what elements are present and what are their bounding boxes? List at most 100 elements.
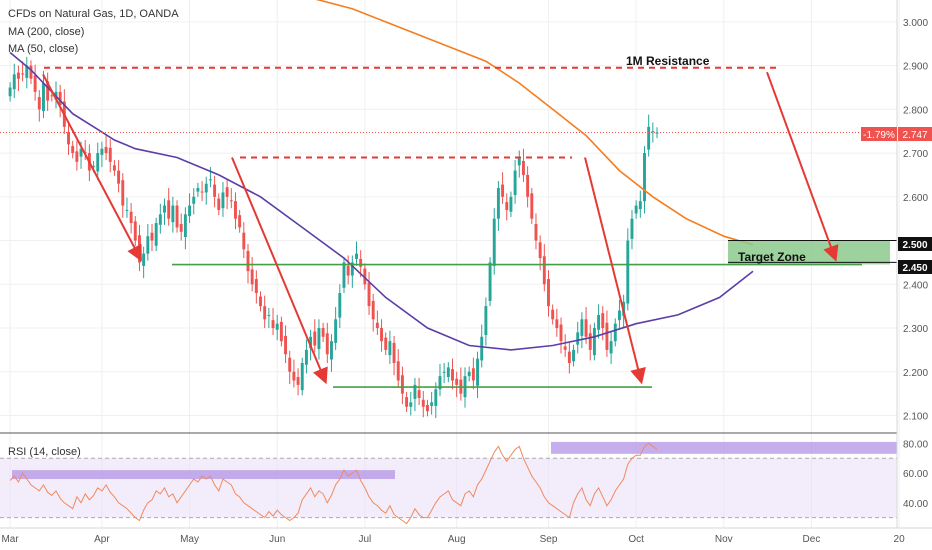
- candle-body: [46, 81, 50, 101]
- candle-body: [446, 367, 450, 378]
- candle-body: [480, 336, 484, 361]
- candle-body: [121, 180, 125, 206]
- candle-body: [267, 314, 271, 316]
- candle-body: [601, 313, 605, 329]
- candle-body: [167, 200, 171, 219]
- candle-body: [617, 310, 621, 321]
- candle-body: [576, 332, 580, 345]
- candle-body: [488, 262, 492, 301]
- candle-body: [330, 341, 333, 360]
- price-tick-label: 2.800: [903, 105, 928, 116]
- candle-body: [626, 240, 630, 304]
- candle-body: [300, 363, 304, 391]
- candle-body: [309, 336, 313, 349]
- candle-body: [434, 389, 438, 406]
- resistance-label: 1M Resistance: [626, 54, 710, 68]
- rsi-zone-left: [12, 470, 395, 480]
- time-tick-label: Mar: [1, 534, 19, 545]
- candle-body: [33, 75, 37, 92]
- candle-body: [133, 221, 137, 241]
- candle-body: [388, 341, 392, 356]
- candle-body: [317, 328, 321, 350]
- time-tick-label: Jun: [269, 534, 285, 545]
- candle-body: [313, 331, 317, 346]
- candle-body: [559, 324, 563, 342]
- candle-body: [384, 337, 388, 350]
- target-zone-label: Target Zone: [738, 250, 806, 264]
- price-axis[interactable]: 3.000 2.900 2.800 2.700 2.600 2.500 2.400 2.300…: [903, 18, 928, 423]
- candle-body: [651, 131, 655, 133]
- candle-body: [204, 183, 208, 193]
- candle-body: [547, 279, 550, 307]
- candle-body: [588, 333, 592, 350]
- time-tick-label: Dec: [803, 534, 821, 545]
- moving-averages: [9, 0, 754, 351]
- time-axis[interactable]: Mar Apr May Jun Jul Aug Sep Oct Nov Dec 20: [1, 534, 905, 545]
- candle-body: [25, 65, 29, 78]
- candle-body: [16, 72, 20, 79]
- candle-body: [643, 153, 646, 202]
- candle-body: [584, 319, 588, 337]
- candle-body: [638, 201, 642, 210]
- rsi-axis[interactable]: 80.00 60.00 40.00: [903, 439, 928, 509]
- candle-body: [442, 371, 446, 373]
- candle-body: [346, 265, 350, 276]
- candle-body: [275, 323, 279, 330]
- candle-body: [37, 97, 41, 110]
- candle-body: [150, 232, 154, 241]
- candle-body: [476, 358, 480, 386]
- level-tag-high: 2.500: [898, 237, 932, 251]
- price-tick-label: 2.700: [903, 149, 928, 160]
- candle-body: [400, 375, 404, 394]
- candle-body: [409, 402, 413, 407]
- rsi-zone-right: [551, 441, 897, 454]
- candle-body: [605, 322, 609, 350]
- candle-body: [112, 165, 116, 171]
- candle-body: [188, 205, 192, 217]
- candle-body: [471, 368, 475, 381]
- candle-body: [292, 371, 296, 381]
- price-tick-label: 3.000: [903, 18, 928, 29]
- candle-body: [79, 148, 83, 157]
- candle-body: [196, 188, 200, 192]
- candle-body: [375, 322, 379, 329]
- candle-body: [338, 293, 342, 318]
- price-tick-label: 2.100: [903, 412, 928, 423]
- candle-body: [363, 268, 367, 285]
- price-tick-label: 2.600: [903, 193, 928, 204]
- candle-body: [108, 147, 112, 162]
- candle-body: [417, 390, 421, 399]
- candle-body: [321, 328, 325, 337]
- candle-body: [154, 223, 158, 246]
- candle-body: [592, 328, 596, 356]
- candle-body: [513, 170, 517, 196]
- candle-body: [521, 160, 525, 175]
- candle-body: [567, 351, 571, 364]
- candle-body: [254, 279, 258, 294]
- price-tick-label: 2.300: [903, 324, 928, 335]
- candle-body: [179, 223, 183, 232]
- candle-body: [192, 196, 196, 204]
- candle-body: [100, 148, 104, 155]
- candle-body: [647, 126, 651, 150]
- candle-body: [609, 341, 613, 354]
- candle-body: [225, 187, 229, 197]
- level-low-label: 2.450: [902, 263, 927, 274]
- ma200-legend: MA (200, close): [8, 26, 84, 38]
- candle-body: [138, 235, 141, 263]
- candle-body: [380, 328, 384, 342]
- candle-body: [517, 157, 521, 166]
- candle-body: [12, 74, 16, 90]
- candle-body: [538, 242, 542, 259]
- candle-body: [296, 377, 300, 385]
- candle-body: [279, 321, 283, 342]
- candle-body: [572, 349, 575, 362]
- candle-body: [492, 218, 496, 266]
- candle-body: [496, 188, 500, 219]
- candle-body: [325, 333, 329, 355]
- candle-body: [580, 319, 584, 336]
- candle-body: [183, 214, 187, 238]
- rsi-tick-label: 40.00: [903, 499, 928, 510]
- candle-body: [563, 346, 567, 350]
